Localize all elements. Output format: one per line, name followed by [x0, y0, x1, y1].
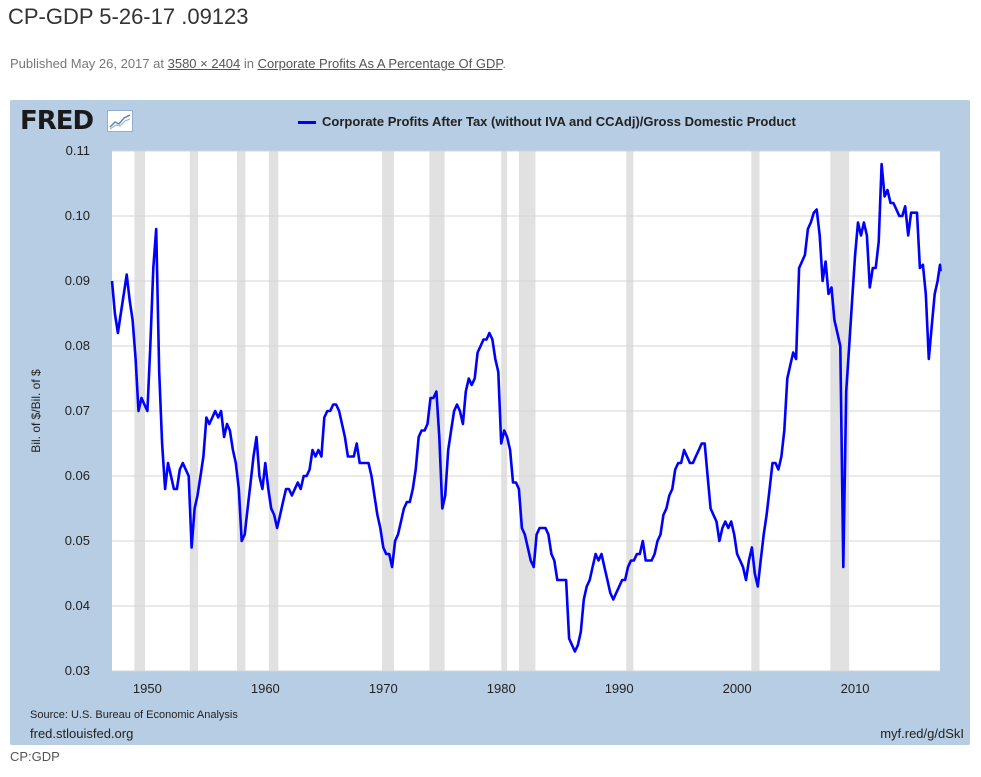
- series-line: [110, 162, 942, 653]
- published-prefix: Published: [10, 56, 68, 71]
- y-tick-label: 0.11: [66, 143, 90, 158]
- image-caption: CP:GDP: [10, 749, 60, 764]
- in-word: in: [243, 56, 255, 71]
- category-link[interactable]: Corporate Profits As A Percentage Of GDP: [257, 56, 503, 71]
- x-tick-label: 2000: [723, 681, 752, 696]
- fred-logo-graph-icon: [107, 110, 133, 132]
- fred-graph-frame: FRED Corporate Profits After Tax (withou…: [10, 100, 970, 745]
- source-note: Source: U.S. Bureau of Economic Analysis: [30, 709, 238, 721]
- x-tick-label: 1980: [487, 681, 516, 696]
- y-axis-label: Bil. of $/Bil. of $: [29, 369, 43, 453]
- x-tick-label: 2010: [841, 681, 870, 696]
- x-tick-label: 1960: [251, 681, 280, 696]
- y-tick-label: 0.07: [65, 403, 90, 418]
- y-tick-label: 0.06: [65, 468, 90, 483]
- fred-site-link[interactable]: fred.stlouisfed.org: [30, 726, 134, 741]
- post-meta: Published May 26, 2017 at 3580 × 2404 in…: [10, 56, 506, 71]
- x-tick-label: 1970: [369, 681, 398, 696]
- page-title: CP-GDP 5-26-17 .09123: [8, 4, 249, 29]
- x-tick-label: 1950: [133, 681, 162, 696]
- chart-svg: 0.03 0.04 0.05 0.06 0.07 0.08 0.09 0.10 0.11 195…: [29, 143, 942, 696]
- short-url-link[interactable]: myf.red/g/dSkI: [880, 726, 964, 741]
- y-tick-label: 0.04: [65, 598, 90, 613]
- y-tick-label: 0.03: [65, 663, 90, 678]
- chart-legend: Corporate Profits After Tax (without IVA…: [298, 114, 796, 129]
- x-tick-label: 1990: [605, 681, 634, 696]
- legend-swatch: [298, 121, 316, 125]
- published-date: May 26, 2017: [70, 56, 150, 71]
- y-tick-label: 0.05: [65, 533, 90, 548]
- y-tick-label: 0.08: [65, 338, 90, 353]
- trailing-period: .: [502, 56, 506, 71]
- x-tick-labels: 1950 1960 1970 1980 1990 2000 2010: [133, 681, 870, 696]
- y-tick-label: 0.10: [65, 208, 90, 223]
- y-tick-label: 0.09: [65, 273, 90, 288]
- legend-label: Corporate Profits After Tax (without IVA…: [322, 114, 796, 129]
- y-tick-labels: 0.03 0.04 0.05 0.06 0.07 0.08 0.09 0.10 0.11: [65, 143, 90, 678]
- fred-logo: FRED: [20, 106, 94, 136]
- image-dimensions-link[interactable]: 3580 × 2404: [167, 56, 241, 71]
- at-word: at: [153, 56, 164, 71]
